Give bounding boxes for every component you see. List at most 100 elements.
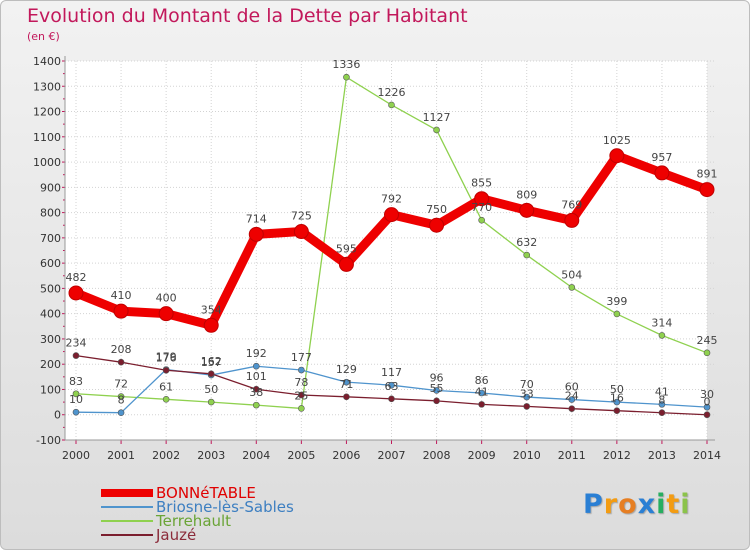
data-point [252, 362, 260, 370]
y-tick-label: 400 [40, 308, 61, 321]
logo-letter: i [680, 489, 691, 520]
y-tick-label: 100 [40, 383, 61, 396]
legend-item: Terrehault [101, 512, 361, 530]
data-label: 70 [520, 378, 534, 391]
data-label: 891 [697, 168, 718, 181]
y-tick-label: 500 [40, 282, 61, 295]
data-point [523, 393, 531, 401]
data-point [388, 395, 395, 403]
x-tick-label: 2003 [197, 449, 225, 462]
x-tick-label: 2002 [152, 449, 180, 462]
plot-area [65, 61, 707, 440]
data-label: 0 [704, 396, 711, 409]
data-point [478, 216, 485, 224]
data-label: 83 [69, 375, 83, 388]
data-point [564, 212, 580, 228]
data-label: 750 [426, 203, 447, 216]
x-tick-label: 2004 [242, 449, 270, 462]
logo-letter: P [583, 489, 604, 520]
data-label: 245 [697, 334, 718, 347]
data-point [117, 358, 125, 366]
data-point [703, 349, 711, 357]
data-label: 30 [700, 388, 714, 401]
data-label: 399 [606, 295, 627, 308]
data-point [523, 251, 531, 259]
data-point [699, 182, 715, 198]
x-tick-label: 2012 [603, 449, 631, 462]
data-point [568, 284, 576, 291]
data-label: 725 [291, 210, 312, 223]
legend-label: Terrehault [156, 512, 232, 530]
y-tick-label: 0 [54, 409, 61, 422]
data-point [207, 370, 215, 378]
data-label: 50 [204, 383, 218, 396]
data-point [703, 403, 711, 411]
legend-swatch [101, 520, 153, 522]
data-label: 354 [201, 303, 222, 316]
x-tick-label: 2010 [513, 449, 541, 462]
chart-subtitle: (en €) [27, 30, 60, 43]
data-point [658, 332, 666, 339]
y-tick-label: 1000 [33, 156, 61, 169]
data-label: 176 [156, 351, 177, 364]
data-label: 38 [249, 386, 263, 399]
data-label: 177 [291, 351, 312, 364]
x-tick-label: 2011 [558, 449, 586, 462]
data-point [613, 407, 621, 414]
x-tick-label: 2014 [693, 449, 721, 462]
data-label: 41 [475, 385, 489, 398]
data-point [654, 165, 670, 181]
data-label: 8 [118, 394, 125, 407]
y-tick-label: 1200 [33, 106, 61, 119]
data-point [158, 306, 174, 322]
data-point [343, 393, 350, 401]
data-point [207, 398, 215, 406]
data-label: 234 [66, 337, 87, 350]
data-label: 24 [565, 390, 579, 403]
data-point [117, 409, 125, 417]
data-label: 1127 [423, 111, 451, 124]
data-label: 855 [471, 177, 492, 190]
y-tick-label: 1100 [33, 131, 61, 144]
data-label: 16 [610, 392, 624, 405]
legend-swatch [101, 489, 153, 497]
data-point [72, 352, 80, 359]
data-label: 770 [471, 201, 492, 214]
data-label: 33 [520, 387, 534, 400]
data-label: 55 [430, 382, 444, 395]
y-tick-label: 600 [40, 257, 61, 270]
y-tick-label: 700 [40, 232, 61, 245]
data-point [252, 385, 260, 393]
data-label: 78 [294, 376, 308, 389]
data-label: 1025 [603, 134, 631, 147]
data-label: 1226 [378, 86, 406, 99]
data-label: 208 [111, 343, 132, 356]
logo-letter: o [618, 489, 638, 520]
data-point [568, 396, 576, 403]
data-label: 60 [565, 381, 579, 394]
data-label: 769 [561, 198, 582, 211]
legend-swatch [101, 506, 153, 508]
y-tick-label: 1300 [33, 80, 61, 93]
logo-letter: r [603, 489, 619, 520]
data-point [478, 401, 485, 408]
data-label: 410 [111, 289, 132, 302]
data-label: 72 [114, 378, 128, 391]
legend-item: Jauzé [101, 526, 361, 544]
data-point [523, 403, 531, 410]
x-tick-label: 2009 [468, 449, 496, 462]
data-point [162, 396, 170, 403]
data-point [703, 411, 711, 419]
x-tick-label: 2007 [378, 449, 406, 462]
data-point [568, 405, 576, 412]
data-label: 63 [385, 380, 399, 393]
data-label: 192 [246, 347, 267, 360]
data-point [162, 366, 170, 374]
legend-item: Briosne-lès-Sables [101, 498, 361, 516]
data-point [433, 397, 440, 405]
data-point [388, 381, 395, 389]
data-label: 1336 [332, 58, 360, 71]
logo-letter: t [666, 489, 681, 520]
data-label: 162 [201, 355, 222, 368]
